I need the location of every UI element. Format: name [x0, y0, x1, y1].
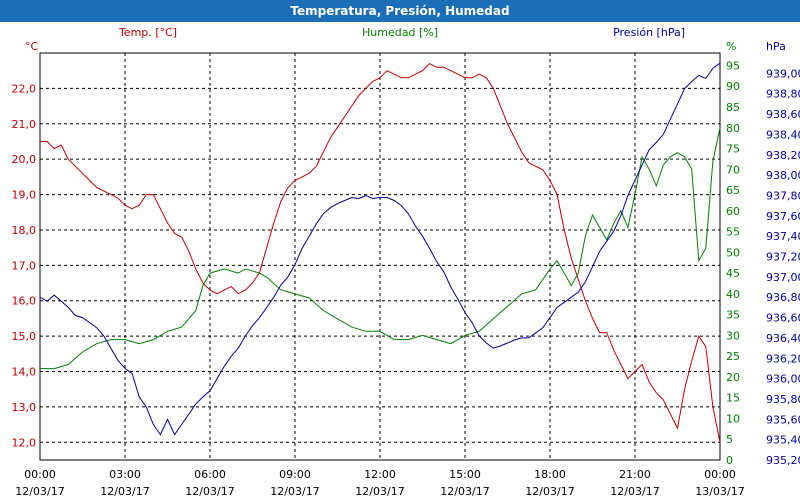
y-tick-label-pressure: 938,20 [766, 149, 800, 162]
humidity-unit-label: % [726, 40, 736, 53]
y-tick-label-humidity: 15 [726, 392, 740, 405]
y-tick-label-temperature: 22,0 [12, 82, 37, 95]
y-tick-label-humidity: 70 [726, 163, 740, 176]
grid [39, 52, 721, 461]
temperature-axis-label: Temp. [°C] [118, 26, 177, 39]
y-tick-label-pressure: 936,80 [766, 291, 800, 304]
y-tick-label-pressure: 938,80 [766, 88, 800, 101]
series-line-temperature [40, 62, 721, 443]
y-tick-label-pressure: 935,40 [766, 434, 800, 447]
y-tick-label-temperature: 15,0 [12, 330, 37, 343]
y-tick-label-pressure: 939,00 [766, 67, 800, 80]
y-tick-label-humidity: 30 [726, 329, 740, 342]
y-tick-label-temperature: 16,0 [12, 295, 37, 308]
x-tick-time-label: 21:00 [619, 468, 651, 481]
y-tick-label-pressure: 937,40 [766, 230, 800, 243]
y-tick-label-pressure: 938,00 [766, 169, 800, 182]
x-tick-time-label: 18:00 [534, 468, 566, 481]
x-tick-date-label: 13/03/17 [695, 485, 744, 498]
y-tick-label-humidity: 20 [726, 371, 740, 384]
y-tick-label-pressure: 936,60 [766, 312, 800, 325]
axes: 00:00 12/03/17 03:00 12/03/17 06:00 12/03/17 0… [12, 26, 800, 498]
y-tick-label-pressure: 938,40 [766, 128, 800, 141]
x-tick-time-label: 06:00 [194, 468, 226, 481]
pressure-unit-label: hPa [766, 40, 786, 53]
pressure-axis-label: Presión [hPa] [613, 26, 685, 39]
humidity-axis-label: Humedad [%] [362, 26, 438, 39]
y-tick-label-humidity: 75 [726, 143, 740, 156]
y-tick-label-humidity: 10 [726, 412, 740, 425]
x-tick-time-label: 00:00 [704, 468, 736, 481]
y-tick-label-temperature: 19,0 [12, 189, 37, 202]
y-tick-label-humidity: 35 [726, 309, 740, 322]
x-tick-date-label: 12/03/17 [100, 485, 149, 498]
y-tick-label-temperature: 20,0 [12, 153, 37, 166]
y-tick-label-pressure: 937,80 [766, 189, 800, 202]
chart-title: Temperatura, Presión, Humedad [290, 4, 510, 18]
x-tick-date-label: 12/03/17 [15, 485, 64, 498]
x-tick-date-label: 12/03/17 [355, 485, 404, 498]
y-tick-label-pressure: 937,20 [766, 251, 800, 264]
y-tick-label-humidity: 90 [726, 80, 740, 93]
y-tick-label-pressure: 935,20 [766, 454, 800, 467]
y-tick-label-pressure: 937,60 [766, 210, 800, 223]
y-tick-label-humidity: 25 [726, 350, 740, 363]
y-tick-label-temperature: 13,0 [12, 401, 37, 414]
y-tick-label-temperature: 18,0 [12, 224, 37, 237]
y-tick-label-temperature: 14,0 [12, 366, 37, 379]
y-tick-label-humidity: 95 [726, 59, 740, 72]
x-tick-date-label: 12/03/17 [525, 485, 574, 498]
chart-title-bar: Temperatura, Presión, Humedad [0, 0, 800, 22]
x-tick-time-label: 12:00 [364, 468, 396, 481]
y-tick-label-pressure: 937,00 [766, 271, 800, 284]
y-tick-label-pressure: 936,40 [766, 332, 800, 345]
y-tick-label-humidity: 50 [726, 246, 740, 259]
y-tick-label-pressure: 938,60 [766, 108, 800, 121]
x-tick-date-label: 12/03/17 [440, 485, 489, 498]
y-tick-label-humidity: 0 [726, 454, 733, 467]
x-tick-time-label: 00:00 [24, 468, 56, 481]
y-tick-label-pressure: 936,20 [766, 352, 800, 365]
y-tick-label-pressure: 936,00 [766, 373, 800, 386]
y-tick-label-humidity: 40 [726, 288, 740, 301]
x-tick-time-label: 03:00 [109, 468, 141, 481]
series-line-humidity [40, 127, 721, 370]
y-tick-label-humidity: 80 [726, 122, 740, 135]
y-tick-label-temperature: 21,0 [12, 118, 37, 131]
y-tick-label-humidity: 65 [726, 184, 740, 197]
y-tick-label-humidity: 5 [726, 433, 733, 446]
series-lines [39, 62, 721, 443]
x-tick-time-label: 15:00 [449, 468, 481, 481]
y-tick-label-temperature: 17,0 [12, 259, 37, 272]
x-tick-date-label: 12/03/17 [185, 485, 234, 498]
x-tick-time-label: 09:00 [279, 468, 311, 481]
y-tick-label-pressure: 935,80 [766, 393, 800, 406]
y-tick-label-humidity: 60 [726, 205, 740, 218]
y-tick-label-pressure: 935,60 [766, 413, 800, 426]
x-tick-date-label: 12/03/17 [610, 485, 659, 498]
temperature-unit-label: °C [25, 40, 39, 53]
y-tick-label-humidity: 55 [726, 226, 740, 239]
series-line-pressure [39, 62, 721, 436]
y-tick-label-humidity: 85 [726, 101, 740, 114]
y-tick-label-temperature: 12,0 [12, 436, 37, 449]
x-tick-date-label: 12/03/17 [270, 485, 319, 498]
y-tick-label-humidity: 45 [726, 267, 740, 280]
